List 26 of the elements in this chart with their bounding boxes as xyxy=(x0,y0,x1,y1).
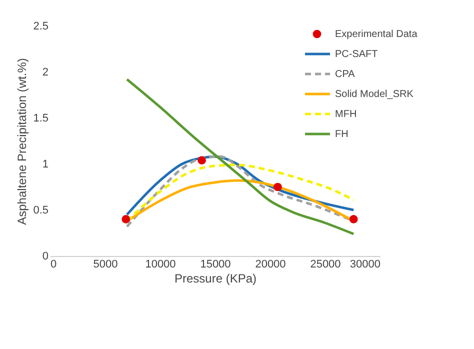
x-tick-label: 0 xyxy=(50,258,57,270)
legend-label: FH xyxy=(335,129,348,140)
x-tick-label: 25000 xyxy=(310,258,341,270)
x-tick-label: 5000 xyxy=(93,258,118,270)
legend-label: MFH xyxy=(335,109,357,120)
point xyxy=(274,182,282,192)
y-axis-title: Asphaltene Precipitation (wt.%) xyxy=(15,58,30,225)
point xyxy=(349,215,358,224)
legend-label: CPA xyxy=(335,69,356,80)
y-tick-label: 2.5 xyxy=(33,20,48,32)
legend-label: Experimental Data xyxy=(335,29,418,40)
y-tick-label: 1 xyxy=(42,158,48,170)
x-tick-label: 30000 xyxy=(350,258,380,270)
line-series xyxy=(126,78,355,236)
y-tick-label: 0.5 xyxy=(33,204,48,216)
x-tick-label: 15000 xyxy=(200,258,231,270)
x-tick-label: 10000 xyxy=(145,258,176,270)
legend-label: PC-SAFT xyxy=(335,49,378,60)
point xyxy=(198,156,206,164)
y-tick-label: 0 xyxy=(42,250,48,262)
y-tick-label: 2 xyxy=(42,66,48,78)
point xyxy=(122,215,130,224)
legend-label: Solid Model_SRK xyxy=(335,89,414,100)
x-tick-label: 20000 xyxy=(255,258,286,270)
x-axis-title: Pressure (KPa) xyxy=(174,272,257,286)
y-tick-label: 1.5 xyxy=(33,112,48,124)
